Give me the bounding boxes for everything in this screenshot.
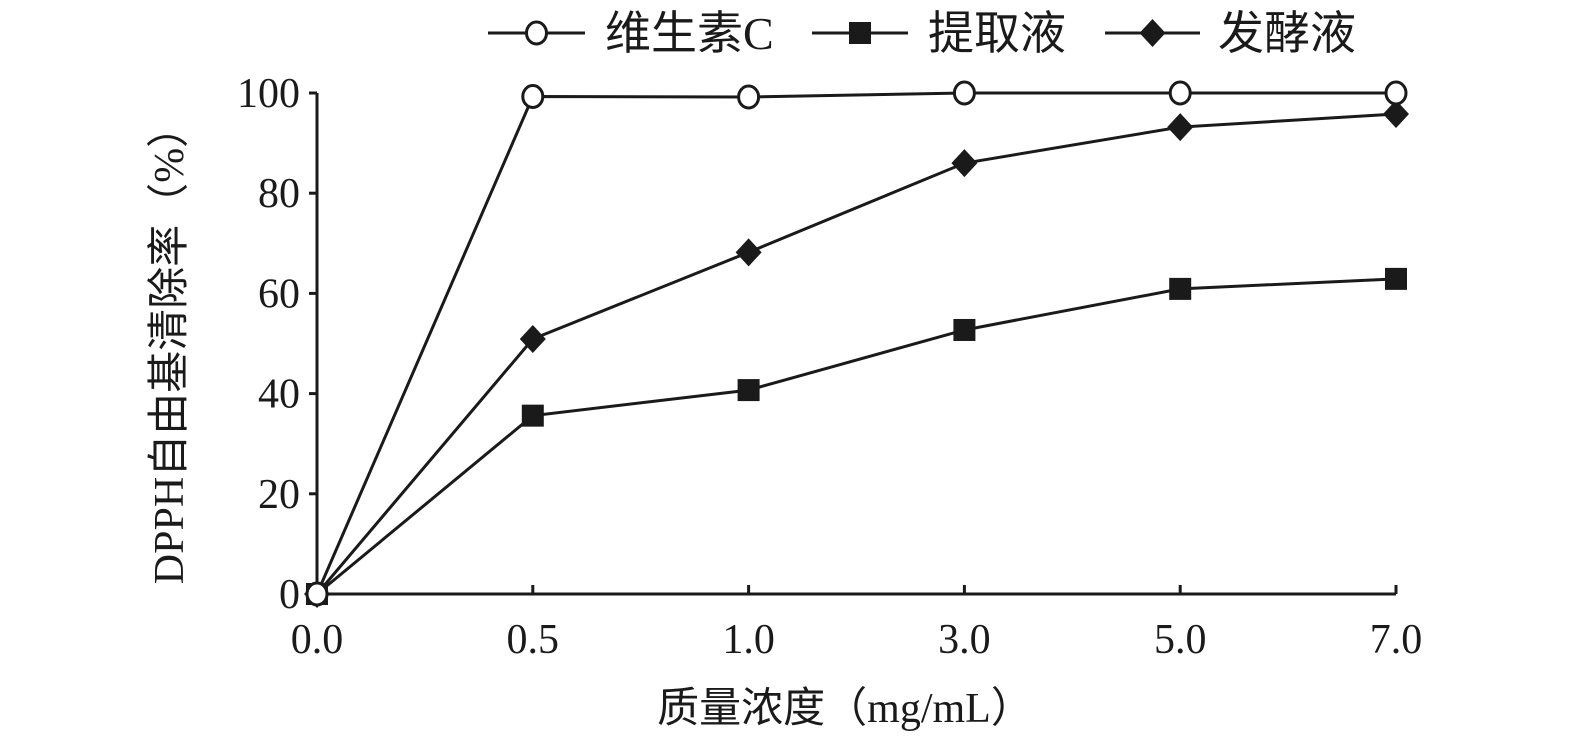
legend-marker-icon [525,20,548,46]
x-tick-label: 3.0 [938,617,991,663]
data-point [1384,80,1408,106]
legend-item: 维生素C [488,8,774,59]
ticks: 0.0 0.5 1.0 3.0 5.0 7.0 0 20 40 60 80 100 [237,71,1422,663]
data-point [735,238,762,267]
x-tick-label: 1.0 [722,617,775,663]
y-axis-label: DPPH自由基清除率（%） [146,106,193,584]
series-open-circle [305,80,1408,607]
legend-label: 提取液 [928,8,1066,59]
data-point [737,379,760,402]
y-tick-label: 20 [258,472,300,518]
data-point [952,80,976,106]
x-tick-label: 0.0 [291,617,344,663]
series [304,80,1409,608]
data-point [1383,100,1409,129]
y-tick-label: 0 [279,572,300,618]
data-point [1167,113,1194,142]
x-tick-label: 0.5 [507,617,560,663]
series-filled-diamond [304,100,1409,608]
series-line [316,277,1397,596]
series-line [315,112,1397,595]
data-point [737,84,761,110]
x-axis-label: 质量浓度（mg/mL） [657,686,1033,732]
data-point [953,318,976,341]
legend-label: 维生素C [605,8,774,59]
data-point [1385,267,1407,290]
data-point [521,84,545,110]
legend-item: 提取液 [812,8,1066,59]
axes [315,93,1396,596]
y-tick-label: 60 [258,271,300,317]
legend-label: 发酵液 [1218,8,1356,59]
series-filled-square [306,267,1407,605]
y-tick-label: 40 [258,372,300,418]
data-point [519,324,546,353]
data-point [951,149,978,178]
x-tick-label: 7.0 [1370,617,1423,663]
series-line [315,91,1396,595]
data-point [305,581,329,607]
y-tick-label: 100 [237,71,300,117]
legend-marker-icon [849,22,871,44]
y-tick-label: 80 [258,171,300,217]
legend-item: 发酵液 [1105,8,1356,59]
x-tick-label: 5.0 [1154,617,1207,663]
data-point [521,404,544,427]
legend: 维生素C 提取液 发酵液 [488,8,1356,59]
data-point [1169,277,1192,300]
legend-marker-icon [1139,19,1166,47]
data-point [1168,80,1192,106]
